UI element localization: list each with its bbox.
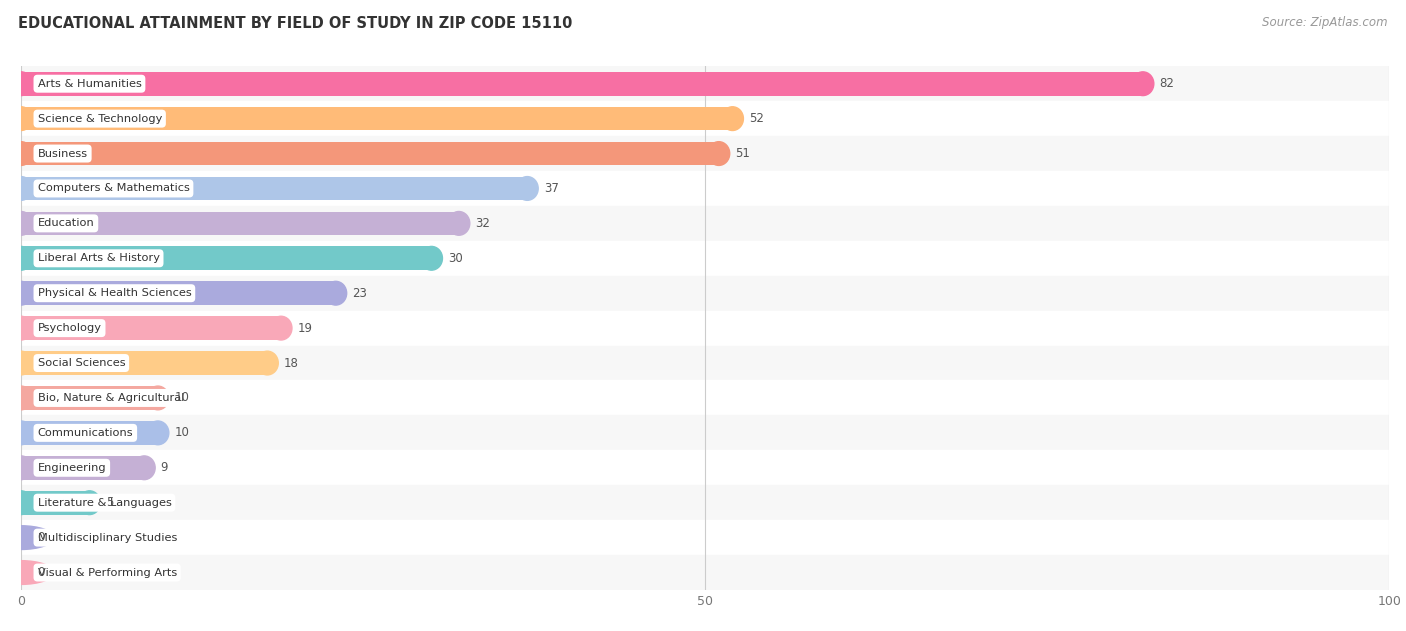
Bar bbox=[21, 485, 1389, 520]
Bar bbox=[21, 386, 157, 410]
Ellipse shape bbox=[148, 386, 169, 410]
Text: Engineering: Engineering bbox=[38, 463, 105, 473]
Bar bbox=[21, 107, 733, 131]
Ellipse shape bbox=[148, 421, 169, 445]
Text: Multidisciplinary Studies: Multidisciplinary Studies bbox=[38, 533, 177, 543]
Text: 0: 0 bbox=[38, 566, 45, 579]
Text: 0: 0 bbox=[38, 531, 45, 544]
Text: 37: 37 bbox=[544, 182, 558, 195]
Text: 10: 10 bbox=[174, 427, 190, 439]
Bar bbox=[21, 421, 157, 445]
Bar bbox=[21, 316, 281, 340]
Bar bbox=[21, 451, 1389, 485]
Text: 51: 51 bbox=[735, 147, 749, 160]
Text: 32: 32 bbox=[475, 217, 491, 230]
Bar bbox=[21, 456, 145, 480]
Text: Psychology: Psychology bbox=[38, 323, 101, 333]
Ellipse shape bbox=[10, 142, 32, 165]
Text: Education: Education bbox=[38, 218, 94, 228]
Text: 30: 30 bbox=[449, 252, 463, 265]
Text: 5: 5 bbox=[105, 496, 114, 509]
Bar bbox=[21, 491, 90, 514]
Ellipse shape bbox=[420, 247, 443, 270]
Bar bbox=[21, 380, 1389, 415]
Text: Arts & Humanities: Arts & Humanities bbox=[38, 79, 142, 89]
Ellipse shape bbox=[79, 491, 100, 514]
Ellipse shape bbox=[10, 107, 32, 131]
Text: 82: 82 bbox=[1160, 77, 1174, 90]
Text: Source: ZipAtlas.com: Source: ZipAtlas.com bbox=[1263, 16, 1388, 29]
Bar bbox=[21, 310, 1389, 346]
Ellipse shape bbox=[449, 211, 470, 235]
Text: Business: Business bbox=[38, 148, 87, 158]
Text: Visual & Performing Arts: Visual & Performing Arts bbox=[38, 567, 177, 577]
Ellipse shape bbox=[10, 177, 32, 200]
Bar bbox=[21, 177, 527, 200]
Bar bbox=[21, 206, 1389, 241]
Bar bbox=[21, 72, 1143, 95]
Bar bbox=[21, 281, 336, 305]
Text: 23: 23 bbox=[352, 286, 367, 300]
Bar bbox=[21, 136, 1389, 171]
Text: Science & Technology: Science & Technology bbox=[38, 114, 162, 124]
Ellipse shape bbox=[10, 491, 32, 514]
Ellipse shape bbox=[10, 281, 32, 305]
Text: Literature & Languages: Literature & Languages bbox=[38, 498, 172, 508]
Bar bbox=[21, 351, 267, 375]
Bar bbox=[21, 346, 1389, 380]
Text: Physical & Health Sciences: Physical & Health Sciences bbox=[38, 288, 191, 298]
Ellipse shape bbox=[10, 351, 32, 375]
Text: Social Sciences: Social Sciences bbox=[38, 358, 125, 368]
Ellipse shape bbox=[325, 281, 347, 305]
Bar bbox=[21, 142, 718, 165]
Ellipse shape bbox=[10, 211, 32, 235]
Ellipse shape bbox=[10, 386, 32, 410]
Ellipse shape bbox=[10, 421, 32, 445]
Bar bbox=[21, 520, 1389, 555]
Bar bbox=[21, 247, 432, 270]
Ellipse shape bbox=[270, 316, 292, 340]
Text: Computers & Mathematics: Computers & Mathematics bbox=[38, 184, 190, 194]
Text: 10: 10 bbox=[174, 391, 190, 404]
Ellipse shape bbox=[0, 526, 53, 550]
Text: 9: 9 bbox=[160, 461, 169, 475]
Text: 52: 52 bbox=[749, 112, 763, 125]
Bar bbox=[21, 66, 1389, 101]
Text: Bio, Nature & Agricultural: Bio, Nature & Agricultural bbox=[38, 393, 184, 403]
Text: EDUCATIONAL ATTAINMENT BY FIELD OF STUDY IN ZIP CODE 15110: EDUCATIONAL ATTAINMENT BY FIELD OF STUDY… bbox=[18, 16, 572, 31]
Bar bbox=[21, 276, 1389, 310]
Ellipse shape bbox=[10, 316, 32, 340]
Ellipse shape bbox=[721, 107, 744, 131]
Ellipse shape bbox=[10, 456, 32, 480]
Bar bbox=[21, 211, 458, 235]
Bar bbox=[21, 171, 1389, 206]
Text: 18: 18 bbox=[284, 357, 298, 370]
Ellipse shape bbox=[707, 142, 730, 165]
Ellipse shape bbox=[134, 456, 155, 480]
Text: Communications: Communications bbox=[38, 428, 134, 438]
Bar bbox=[21, 415, 1389, 451]
Ellipse shape bbox=[1132, 72, 1154, 95]
Text: Liberal Arts & History: Liberal Arts & History bbox=[38, 253, 159, 263]
Bar bbox=[21, 101, 1389, 136]
Bar bbox=[21, 555, 1389, 590]
Ellipse shape bbox=[516, 177, 538, 200]
Ellipse shape bbox=[10, 72, 32, 95]
Ellipse shape bbox=[0, 561, 53, 584]
Ellipse shape bbox=[256, 351, 278, 375]
Bar bbox=[21, 241, 1389, 276]
Ellipse shape bbox=[10, 247, 32, 270]
Text: 19: 19 bbox=[298, 322, 312, 334]
